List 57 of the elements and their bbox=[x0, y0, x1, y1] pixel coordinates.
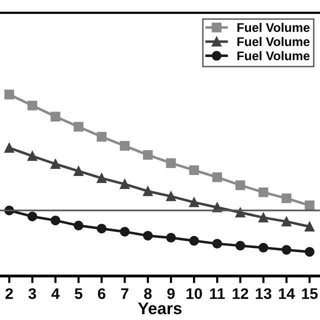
x-tick-label: 15 bbox=[302, 288, 318, 300]
point bbox=[189, 197, 199, 208]
point bbox=[282, 245, 292, 255]
point bbox=[74, 122, 84, 132]
point bbox=[50, 216, 60, 226]
point bbox=[304, 200, 314, 210]
x-tick-label: 7 bbox=[121, 288, 128, 299]
point bbox=[27, 151, 38, 161]
point bbox=[212, 172, 222, 182]
x-tick-label: 9 bbox=[167, 288, 175, 300]
x-tick-label: 2 bbox=[6, 288, 13, 299]
x-tick-label: 6 bbox=[98, 288, 106, 300]
point bbox=[50, 159, 60, 169]
point bbox=[96, 224, 107, 234]
x-tick-label: 10 bbox=[186, 288, 202, 300]
point bbox=[96, 173, 107, 184]
point bbox=[166, 191, 176, 202]
x-axis-title: Years bbox=[138, 302, 182, 314]
point bbox=[282, 193, 292, 204]
point bbox=[304, 222, 314, 232]
x-tick-label: 11 bbox=[210, 288, 225, 299]
point bbox=[74, 166, 84, 176]
point bbox=[143, 230, 153, 241]
legend-label: Fuel Volume bbox=[237, 51, 310, 60]
point bbox=[258, 242, 268, 253]
point bbox=[189, 165, 199, 176]
point bbox=[235, 180, 246, 190]
x-tick-label: 13 bbox=[256, 288, 272, 300]
point bbox=[96, 132, 107, 142]
point bbox=[166, 158, 176, 168]
point bbox=[120, 140, 130, 151]
point bbox=[27, 100, 38, 110]
x-tick-label: 5 bbox=[74, 288, 82, 300]
point bbox=[4, 142, 14, 153]
point bbox=[74, 220, 84, 230]
point bbox=[166, 232, 176, 243]
point bbox=[27, 212, 38, 222]
point bbox=[4, 90, 14, 100]
point bbox=[120, 226, 130, 237]
legend-label: Fuel Volume bbox=[237, 36, 310, 46]
legend-label: Fuel Volume bbox=[237, 22, 310, 32]
point bbox=[143, 186, 153, 196]
point bbox=[189, 236, 199, 246]
point bbox=[143, 150, 153, 160]
point bbox=[120, 179, 130, 190]
x-tick-label: 8 bbox=[144, 288, 152, 300]
point bbox=[282, 216, 292, 226]
x-tick-label: 14 bbox=[278, 288, 295, 299]
point bbox=[212, 238, 222, 249]
point bbox=[258, 187, 268, 198]
point bbox=[50, 112, 60, 122]
x-tick-label: 4 bbox=[51, 288, 60, 299]
x-tick-label: 3 bbox=[28, 288, 36, 300]
point bbox=[304, 246, 314, 257]
x-tick-label: 12 bbox=[232, 288, 248, 299]
point bbox=[258, 212, 268, 222]
point bbox=[235, 240, 246, 251]
